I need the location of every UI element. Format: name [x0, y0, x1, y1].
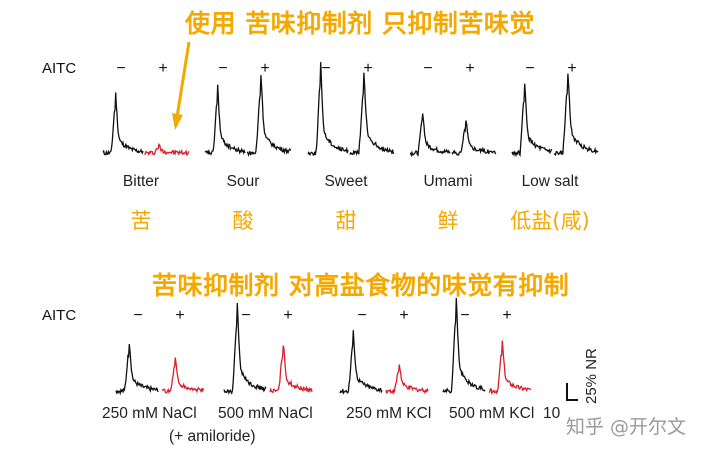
aitc-trace	[161, 357, 205, 395]
minus-sign: −	[116, 60, 126, 77]
aitc-label-bottom: AITC	[42, 307, 77, 324]
minus-sign: −	[133, 307, 143, 324]
taste-label: Bitter	[122, 173, 160, 190]
control-trace	[409, 113, 451, 158]
plus-sign: +	[158, 60, 168, 77]
minus-sign: −	[241, 307, 251, 324]
control-trace	[339, 330, 383, 395]
minus-sign: −	[321, 60, 331, 77]
taste-label-cn: 鲜	[437, 209, 459, 233]
minus-sign: −	[218, 60, 228, 77]
minus-sign: −	[423, 60, 433, 77]
minus-sign: −	[357, 307, 367, 324]
plus-sign: +	[465, 60, 475, 77]
taste-label: Sweet	[324, 173, 368, 190]
plus-sign: +	[175, 307, 185, 324]
condition-label: 250 mM NaCl	[102, 405, 197, 422]
scale-bar	[566, 383, 578, 401]
aitc-label-top: AITC	[42, 60, 77, 77]
aitc-trace	[553, 73, 599, 157]
arrow	[172, 41, 191, 130]
watermark: 知乎 @开尔文	[566, 416, 687, 438]
control-trace	[102, 92, 144, 156]
trace-group-sweet	[307, 62, 395, 157]
control-trace	[442, 297, 486, 394]
trace-group-250-mm-nacl	[115, 343, 205, 396]
scale-time-fragment: 10 s	[543, 405, 561, 422]
control-trace	[115, 343, 159, 396]
headline-bottom: 苦味抑制剂 对高盐食物的味觉有抑制	[152, 271, 570, 300]
control-trace	[307, 62, 349, 157]
condition-label: 250 mM KCl	[346, 405, 432, 422]
plus-sign: +	[567, 60, 577, 77]
headline-top: 使用 苦味抑制剂 只抑制苦味觉	[185, 9, 535, 38]
taste-label-cn: 甜	[335, 209, 357, 233]
taste-label: Umami	[423, 173, 473, 190]
control-trace	[204, 84, 246, 156]
plus-sign: +	[283, 307, 293, 324]
control-trace	[511, 83, 553, 158]
aitc-trace	[488, 340, 532, 395]
condition-label: 500 mM KCl	[449, 405, 535, 422]
plus-sign: +	[363, 60, 373, 77]
aitc-trace	[144, 142, 190, 157]
aitc-trace	[451, 120, 497, 156]
condition-sublabel: (+ amiloride)	[169, 428, 256, 445]
minus-sign: −	[525, 60, 535, 77]
control-trace	[223, 302, 267, 395]
plus-sign: +	[260, 60, 270, 77]
trace-group-500-mm-kcl	[442, 297, 532, 395]
condition-label: 500 mM NaCl	[218, 405, 313, 422]
trace-group-250-mm-kcl	[339, 330, 429, 396]
trace-group-500-mm-nacl	[223, 302, 313, 395]
aitc-trace	[385, 364, 429, 396]
aitc-trace	[246, 75, 292, 157]
taste-label: Low salt	[521, 173, 579, 190]
aitc-trace	[349, 72, 395, 157]
taste-label-cn: 酸	[232, 209, 254, 233]
plus-sign: +	[399, 307, 409, 324]
plus-sign: +	[502, 307, 512, 324]
trace-group-low-salt	[511, 73, 599, 158]
trace-group-bitter	[102, 92, 190, 157]
taste-label-cn: 苦	[130, 209, 152, 233]
minus-sign: −	[460, 307, 470, 324]
trace-group-umami	[409, 113, 497, 158]
aitc-trace	[269, 345, 313, 394]
taste-label-cn: 低盐(咸)	[510, 209, 590, 233]
taste-label: Sour	[226, 173, 260, 190]
trace-group-sour	[204, 75, 292, 157]
